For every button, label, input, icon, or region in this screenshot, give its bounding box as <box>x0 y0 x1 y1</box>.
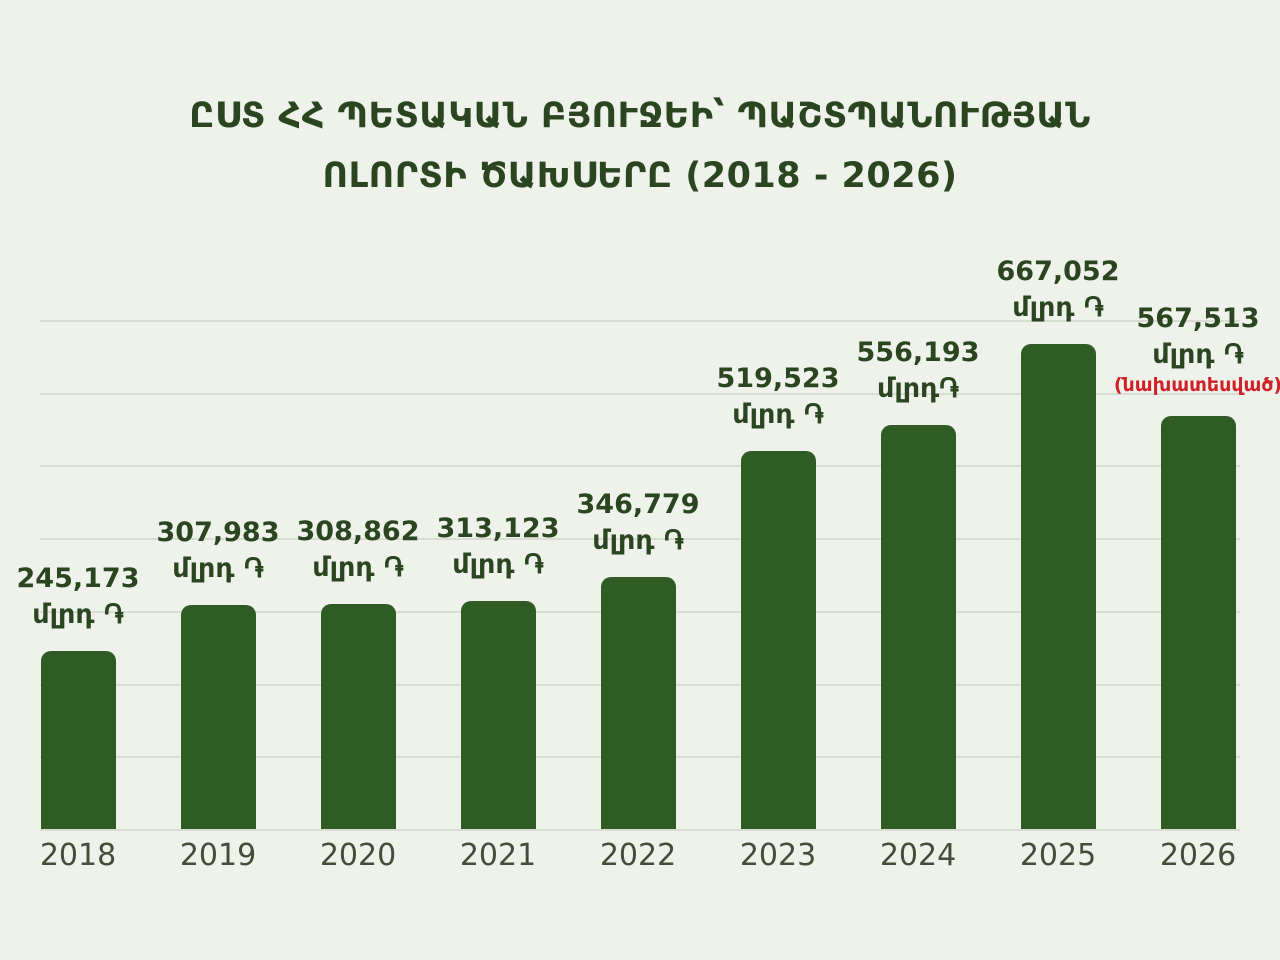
bar-unit-label: մլրդ ֏ <box>732 399 824 430</box>
bar-label-2020: 308,862 մլրդ ֏ <box>263 514 453 586</box>
bar-label-2018: 245,173 մլրդ ֏ <box>0 561 173 633</box>
gridline <box>40 320 1240 322</box>
bar-label-2024: 556,193 մլրդ֏ <box>823 335 1013 407</box>
bar-label-2019: 307,983 մլրդ ֏ <box>123 515 313 587</box>
bar-2019 <box>180 605 256 829</box>
bar-unit-label: մլրդ ֏ <box>452 549 544 580</box>
bar-value-label: 313,123 <box>436 513 560 544</box>
bar-2020 <box>320 604 396 829</box>
x-axis-label-2018: 2018 <box>39 838 117 873</box>
x-axis-label-2019: 2019 <box>179 838 257 873</box>
bar-2024 <box>880 425 956 829</box>
bar-unit-label: մլրդ ֏ <box>1012 292 1104 323</box>
bar-2022 <box>600 577 676 829</box>
gridline <box>40 829 1240 831</box>
gridline <box>40 465 1240 468</box>
bar-unit-label: մլրդ ֏ <box>312 552 404 583</box>
bar-unit-label: մլրդ ֏ <box>172 553 264 584</box>
bar-value-label: 245,173 <box>16 563 140 594</box>
bar-value-label: 567,513 <box>1136 303 1260 334</box>
bar-unit-label: մլրդ ֏ <box>592 525 684 556</box>
bar-2026 <box>1160 416 1236 829</box>
bar-unit-label: մլրդ ֏ <box>1152 339 1244 370</box>
x-axis-label-2021: 2021 <box>459 838 537 873</box>
bar-unit-label: մլրդ ֏ <box>32 599 124 630</box>
chart-title: ԸՍՏ ՀՀ ՊԵՏԱԿԱՆ ԲՅՈՒՋԵԻ՝ ՊԱՇՏՊԱՆՈՒԹՅԱՆ ՈԼ… <box>0 86 1280 206</box>
bar-label-2022: 346,779 մլրդ ֏ <box>543 487 733 559</box>
gridline <box>40 538 1240 541</box>
bar-label-2026: 567,513 մլրդ ֏ (նախատեսված) <box>1103 301 1280 398</box>
x-axis-label-2020: 2020 <box>319 838 397 873</box>
bar-value-label: 556,193 <box>856 337 980 368</box>
bar-label-2021: 313,123 մլրդ ֏ <box>403 511 593 583</box>
bar-label-2025: 667,052 մլրդ ֏ <box>963 254 1153 326</box>
x-axis-label-2023: 2023 <box>739 838 817 873</box>
x-axis-label-2025: 2025 <box>1019 838 1097 873</box>
x-axis-label-2024: 2024 <box>879 838 957 873</box>
x-axis-label-2026: 2026 <box>1159 838 1237 873</box>
bar-2025 <box>1020 344 1096 829</box>
bar-2018 <box>40 651 116 829</box>
bar-value-label: 307,983 <box>156 517 280 548</box>
chart-title-line1: ԸՍՏ ՀՀ ՊԵՏԱԿԱՆ ԲՅՈՒՋԵԻ՝ ՊԱՇՏՊԱՆՈՒԹՅԱՆ <box>189 96 1091 136</box>
chart-title-line2: ՈԼՈՐՏԻ ԾԱԽՍԵՐԸ (2018 - 2026) <box>322 156 958 196</box>
bar-value-label: 346,779 <box>576 489 700 520</box>
x-axis-label-2022: 2022 <box>599 838 677 873</box>
bar-value-label: 667,052 <box>996 256 1120 287</box>
bar-note-label: (նախատեսված) <box>1113 374 1280 396</box>
bar-2023 <box>740 451 816 829</box>
bar-unit-label: մլրդ֏ <box>876 373 959 404</box>
gridline <box>40 392 1240 395</box>
bar-value-label: 519,523 <box>716 363 840 394</box>
bar-value-label: 308,862 <box>296 516 420 547</box>
bar-label-2023: 519,523 մլրդ ֏ <box>683 361 873 433</box>
bar-2021 <box>460 601 536 829</box>
